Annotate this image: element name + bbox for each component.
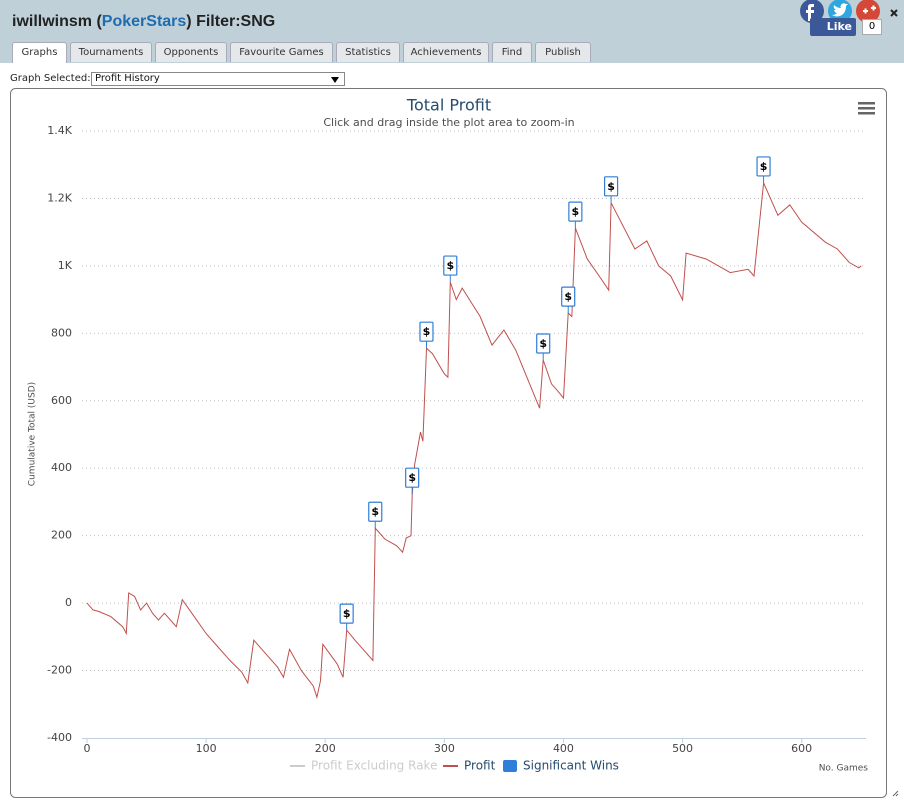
chart-title: Total Profit [406,96,491,115]
title-user: iwillwinsm ( [12,13,102,30]
y-tick-label: -200 [47,664,72,677]
graph-selector[interactable]: Profit History [91,72,345,86]
y-axis-title: Cumulative Total (USD) [28,382,38,486]
menu-bar [858,102,875,105]
like-count: 0 [862,19,882,35]
tab[interactable]: Favourite Games [230,42,333,62]
x-tick-label: 400 [553,742,574,755]
significant-win-flag: $ [756,156,771,183]
legend-label[interactable]: Profit [464,759,496,773]
y-tick-label: 200 [51,529,72,542]
flag-box [339,603,354,624]
significant-win-flag: $ [568,201,583,229]
y-tick-label: -400 [47,731,72,744]
flag-label: $ [446,259,454,272]
flag-label: $ [564,290,572,303]
y-tick-label: 800 [51,326,72,339]
x-tick-label: 600 [791,742,812,755]
tab[interactable]: Find [492,42,532,62]
legend-label[interactable]: Profit Excluding Rake [311,759,437,773]
significant-win-flag: $ [561,286,576,314]
flag-box [603,176,619,197]
significant-win-flag: $ [339,603,354,631]
flag-box [368,501,383,522]
x-tick-label: 0 [84,742,91,755]
y-tick-label: 1K [58,259,73,272]
significant-win-flag: $ [443,255,458,283]
close-button[interactable] [890,9,898,17]
flag-label: $ [572,205,580,218]
twitter-glyph [832,3,848,17]
flag-box [756,156,771,177]
y-tick-label: 400 [51,461,72,474]
flag-box [419,321,434,342]
profit-line [86,180,862,700]
menu-bar [858,112,875,115]
x-axis-title: No. Games [819,764,869,774]
tab[interactable]: Statistics [336,42,400,62]
flag-box [561,286,576,307]
tab[interactable]: Achievements [403,42,489,62]
flag-label: $ [371,505,379,518]
flag-box [443,255,458,276]
tab[interactable]: Tournaments [70,42,152,62]
significant-win-flag: $ [405,467,420,495]
x-tick-label: 500 [672,742,693,755]
y-tick-label: 1.2K [47,191,72,204]
tab[interactable]: Publish [535,42,591,62]
page-title: iwillwinsm (PokerStars) Filter:SNG [12,13,275,31]
flag-label: $ [343,607,351,620]
flag-box [536,333,551,354]
resize-handle [892,790,899,797]
significant-win-flag: $ [536,333,551,360]
x-tick-label: 200 [315,742,336,755]
chart-subtitle: Click and drag inside the plot area to z… [323,116,574,129]
legend-symbol [503,760,517,772]
tab[interactable]: Opponents [155,42,227,62]
facebook-glyph [806,4,814,21]
flag-label: $ [607,180,615,193]
significant-win-flag: $ [368,501,383,529]
flag-box [568,201,583,222]
significant-win-flag: $ [603,176,619,203]
flag-label: $ [423,325,431,338]
chart-frame [10,88,887,798]
flag-box [405,467,420,488]
tab[interactable]: Graphs [12,42,67,63]
flag-label: $ [408,471,416,484]
menu-button[interactable] [858,102,875,115]
flag-label: $ [760,160,768,173]
significant-win-flag: $ [419,321,434,349]
y-tick-label: 600 [51,394,72,407]
y-tick-label: 0 [65,596,72,609]
menu-bar [858,107,875,110]
flag-label: $ [539,337,547,350]
title-filter: ) Filter:SNG [186,13,276,30]
title-site[interactable]: PokerStars [101,13,187,30]
legend-label[interactable]: Significant Wins [523,759,619,773]
googleplus-glyph [863,5,876,14]
y-tick-label: 1.4K [47,124,72,137]
x-tick-label: 100 [196,742,217,755]
graph-selector-label: Graph Selected: [10,73,91,84]
x-tick-label: 300 [434,742,455,755]
like-button[interactable]: Like [810,18,856,36]
social-icons [800,0,898,23]
